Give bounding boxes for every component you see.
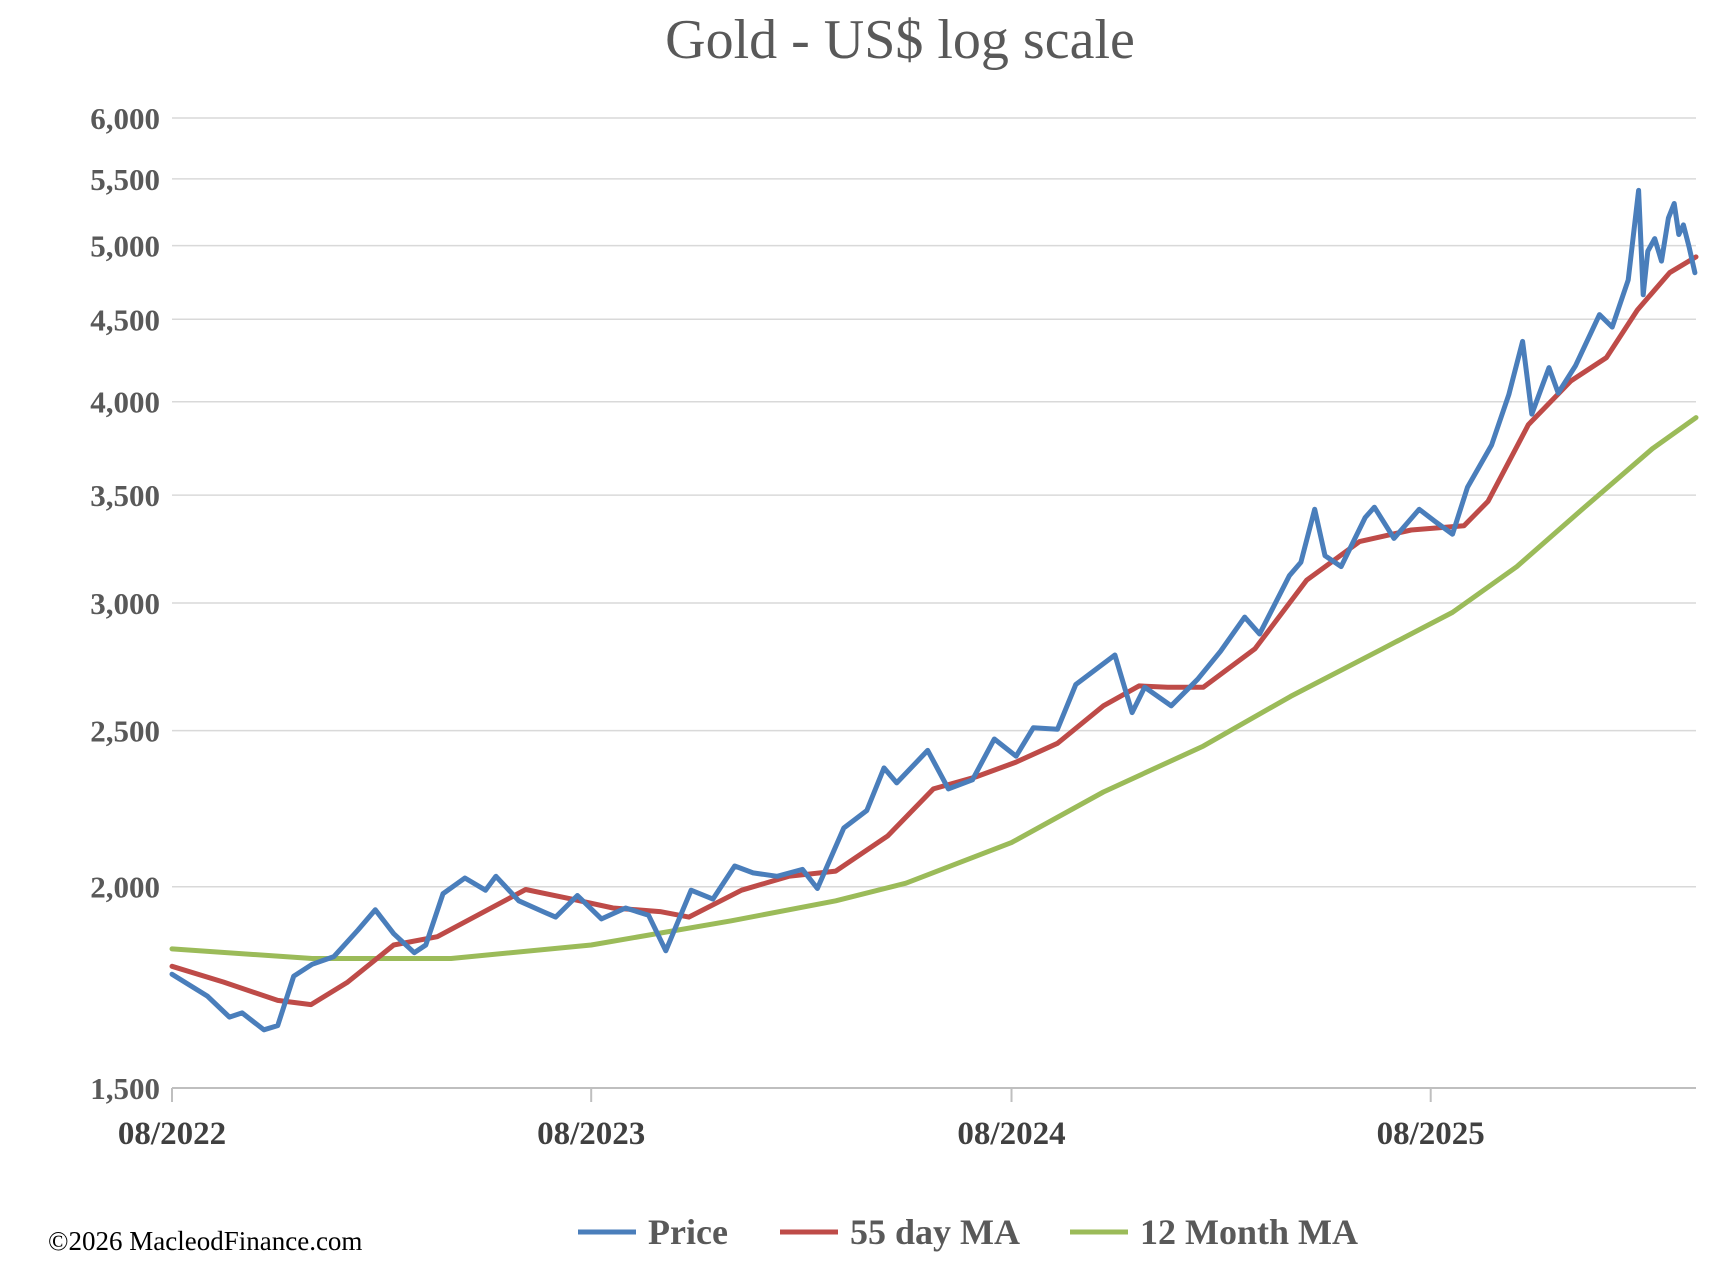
y-tick-label-5500: 5,500: [90, 162, 160, 197]
y-tick-label-2000: 2,000: [90, 870, 160, 905]
y-tick-label-5000: 5,000: [90, 229, 160, 264]
y-axis-tick-labels: 1,500 2,000 2,500 3,000 3,500 4,000 4,500 5,000…: [90, 101, 160, 1106]
series-lines: [169, 187, 1699, 1033]
legend-label-55-day-ma: 55 day MA: [850, 1212, 1020, 1252]
x-tick-label-08-2023: 08/2023: [537, 1116, 645, 1152]
chart-title: Gold - US$ log scale: [665, 9, 1135, 71]
y-tick-label-3000: 3,000: [90, 586, 160, 621]
y-tick-label-4000: 4,000: [90, 385, 160, 420]
gridlines: [172, 117, 1696, 888]
legend: Price 55 day MA 12 Month MA: [578, 1212, 1358, 1252]
y-tick-label-6000: 6,000: [90, 101, 160, 136]
x-tick-label-08-2022: 08/2022: [118, 1116, 226, 1152]
y-tick-label-3500: 3,500: [90, 478, 160, 513]
x-tick-label-08-2024: 08/2024: [957, 1116, 1065, 1152]
copyright-notice: ©2026 MacleodFinance.com: [48, 1226, 362, 1256]
y-tick-label-4500: 4,500: [90, 302, 160, 337]
series-line-price: [169, 187, 1698, 1033]
legend-label-12-month-ma: 12 Month MA: [1140, 1212, 1358, 1252]
series-line-55-day-ma: [169, 254, 1699, 1008]
x-tick-label-08-2025: 08/2025: [1377, 1116, 1485, 1152]
y-tick-label-2500: 2,500: [90, 714, 160, 749]
series-line-12-month-ma: [169, 415, 1699, 961]
y-tick-label-1500: 1,500: [90, 1071, 160, 1106]
x-axis: 08/2022 08/2023 08/2024 08/2025: [118, 1087, 1696, 1152]
legend-label-price: Price: [648, 1212, 728, 1252]
